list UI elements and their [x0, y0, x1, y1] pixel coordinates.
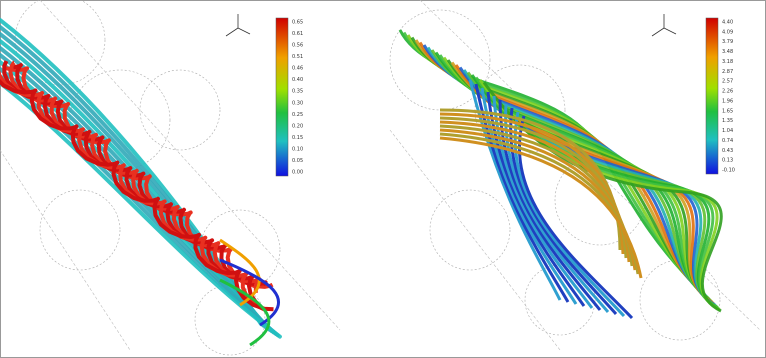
- streamline: [498, 99, 602, 311]
- colorbar-labels: 0.65 0.61 0.56 0.51 0.46 0.40 0.35 0.30 0.25 0.20…: [292, 20, 735, 176]
- guide-circle: [139, 69, 221, 151]
- colorbar-left: [275, 17, 289, 177]
- colorbar-label: 2.57: [722, 79, 733, 85]
- helix: [13, 63, 268, 287]
- colorbar-label: 0.25: [292, 112, 303, 118]
- colorbar-label: 4.40: [722, 20, 733, 26]
- colorbar-label: 1.04: [722, 128, 733, 134]
- guide-circle: [39, 189, 121, 271]
- colorbar-label: 2.26: [722, 89, 733, 95]
- guide-line: [39, 0, 341, 331]
- colorbar-right: [705, 17, 719, 175]
- colorbar-label: 0.61: [292, 31, 303, 37]
- colorbar-label: 3.18: [722, 59, 733, 65]
- guide-line: [389, 129, 561, 351]
- colorbar-label: 0.56: [292, 43, 303, 49]
- colorbar-label: 0.51: [292, 54, 303, 60]
- tube-end: [219, 278, 271, 347]
- colorbar-label: 0.00: [292, 170, 303, 176]
- helix: [0, 79, 274, 312]
- colorbar-label: 1.65: [722, 108, 733, 114]
- colorbar-label: 0.65: [292, 20, 303, 26]
- colorbar-label: 0.40: [292, 77, 303, 83]
- helix: [2, 60, 259, 305]
- colorbar-label: 0.13: [722, 158, 733, 164]
- tube-end: [219, 258, 281, 327]
- guide-circle: [69, 69, 171, 171]
- colorbar-label: 0.43: [722, 148, 733, 154]
- colorbar-label: 0.10: [292, 146, 303, 152]
- axis-triad-left: [225, 14, 251, 37]
- colorbar-label: 3.79: [722, 39, 733, 45]
- colorbar-label: 1.96: [722, 98, 733, 104]
- helix: [8, 60, 262, 293]
- colorbar-label: 0.20: [292, 123, 303, 129]
- colorbar-label: 4.09: [722, 29, 733, 35]
- guide-circle: [429, 189, 511, 271]
- guide-circle: [389, 9, 491, 111]
- colorbar-label: 0.46: [292, 66, 303, 72]
- colorbar-label: 1.35: [722, 118, 733, 124]
- colorbar-label: 3.48: [722, 49, 733, 55]
- colorbar-label: 2.87: [722, 69, 733, 75]
- colorbar-label: -0.10: [722, 168, 735, 174]
- colorbar-label: 0.35: [292, 89, 303, 95]
- streamline: [439, 136, 643, 279]
- streamline: [513, 111, 626, 318]
- colorbar-label: 0.74: [722, 138, 733, 144]
- axis-triad-right: [651, 14, 677, 37]
- colorbar-label: 0.30: [292, 100, 303, 106]
- streamline: [486, 91, 586, 307]
- colorbar-label: 0.15: [292, 135, 303, 141]
- colorbar-label: 0.05: [292, 158, 303, 164]
